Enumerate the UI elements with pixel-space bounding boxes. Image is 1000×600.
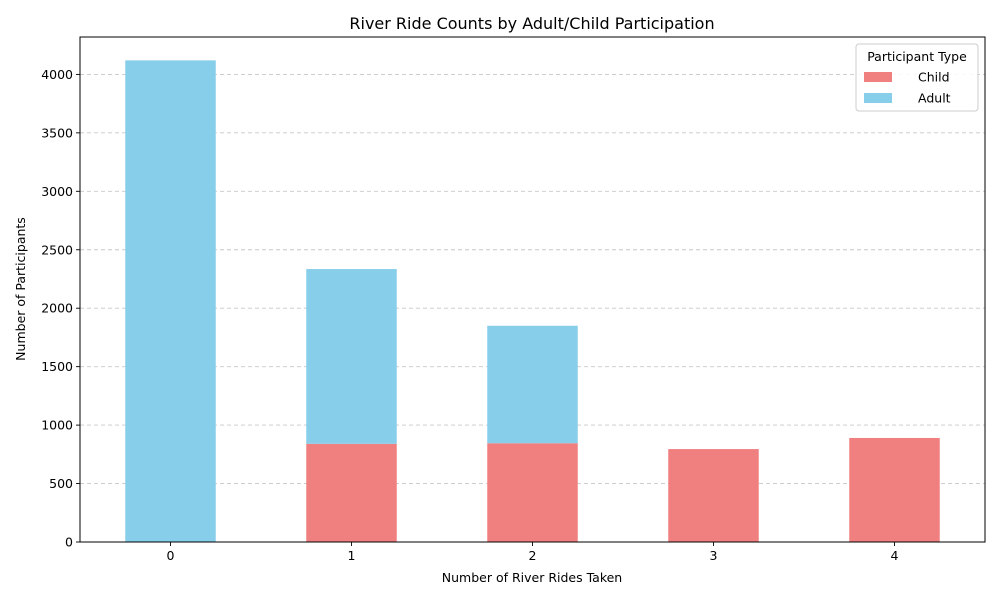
y-tick-label: 2000 (41, 301, 73, 316)
legend-swatch-adult (864, 93, 892, 103)
bars (125, 60, 940, 542)
y-tick-label: 0 (65, 535, 73, 550)
x-tick-label: 1 (348, 548, 356, 563)
y-tick-label: 1000 (41, 418, 73, 433)
bar-child-3 (668, 449, 759, 542)
y-tick-label: 4000 (41, 67, 73, 82)
y-axis-label: Number of Participants (13, 217, 28, 361)
legend-title: Participant Type (867, 49, 967, 64)
grid-lines (80, 73, 985, 485)
bar-child-1 (306, 443, 397, 542)
bar-adult-1 (306, 269, 397, 444)
bar-child-4 (849, 437, 940, 542)
legend-swatch-child (864, 72, 892, 82)
y-tick-label: 3000 (41, 184, 73, 199)
legend-label-child: Child (918, 70, 950, 85)
y-ticks: 0 500 1000 1500 2000 2500 3000 3500 4000 (41, 67, 80, 550)
y-tick-label: 1500 (41, 359, 73, 374)
bar-adult-0 (125, 60, 216, 542)
x-ticks: 0 1 2 3 4 (167, 542, 899, 563)
legend: Participant Type Child Adult (855, 43, 979, 112)
y-tick-label: 2500 (41, 242, 73, 257)
bar-child-2 (487, 443, 578, 542)
x-tick-label: 0 (167, 548, 175, 563)
y-tick-label: 500 (49, 476, 73, 491)
x-tick-label: 3 (710, 548, 718, 563)
y-tick-label: 3500 (41, 125, 73, 140)
legend-label-adult: Adult (918, 91, 951, 106)
x-tick-label: 4 (891, 548, 899, 563)
x-axis-label: Number of River Rides Taken (442, 570, 622, 585)
bar-adult-2 (487, 325, 578, 444)
x-tick-label: 2 (529, 548, 537, 563)
chart-title: River Ride Counts by Adult/Child Partici… (349, 14, 714, 33)
